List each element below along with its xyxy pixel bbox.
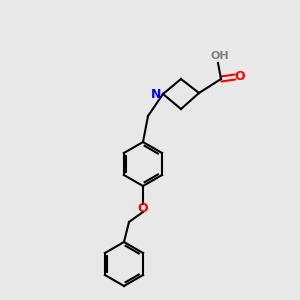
Text: OH: OH — [211, 51, 229, 61]
Text: O: O — [235, 70, 245, 83]
Text: O: O — [138, 202, 148, 215]
Text: N: N — [151, 88, 161, 100]
